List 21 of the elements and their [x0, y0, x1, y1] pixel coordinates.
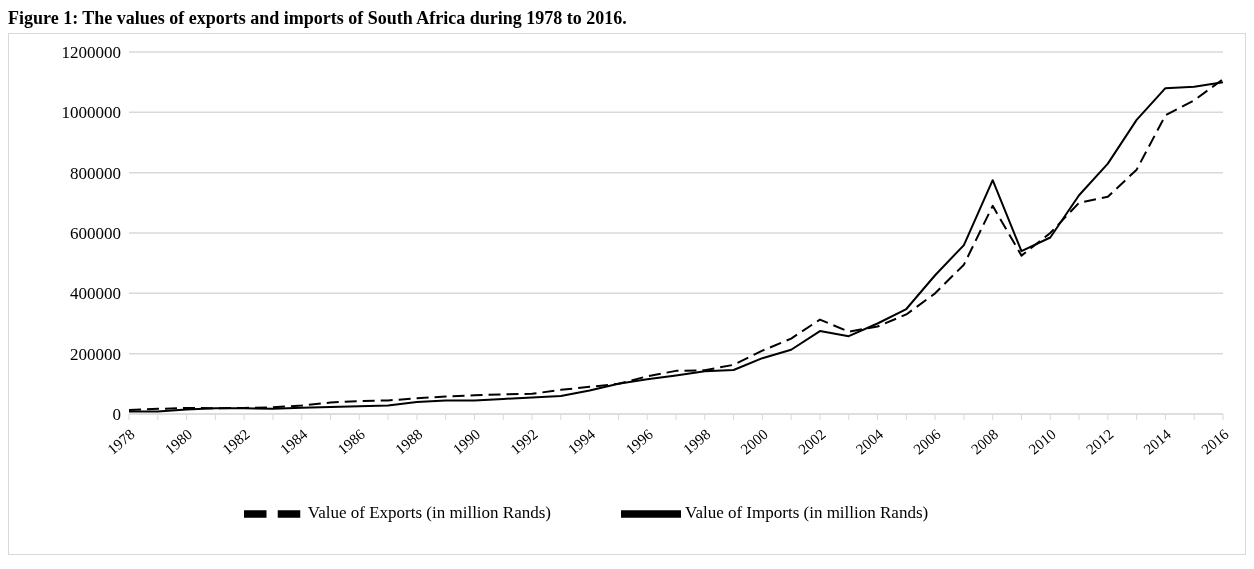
- x-tick-label: 1982: [219, 426, 253, 458]
- x-tick-label: 2012: [1083, 426, 1117, 458]
- y-tick-label: 600000: [70, 224, 121, 244]
- y-tick-label: 200000: [70, 344, 121, 364]
- x-tick-label: 1980: [161, 426, 196, 458]
- x-tick-label: 2002: [795, 426, 829, 458]
- x-tick-label: 1990: [449, 426, 484, 458]
- x-tick-label: 2010: [1025, 426, 1059, 458]
- y-tick-label: 400000: [70, 284, 121, 304]
- x-tick-label: 1992: [507, 426, 541, 458]
- y-tick-label: 1200000: [61, 43, 121, 63]
- y-tick-label: 800000: [70, 163, 121, 183]
- x-tick-label: 1996: [622, 425, 657, 458]
- legend-label: Value of Imports (in million Rands): [685, 502, 929, 522]
- x-tick-label: 2000: [737, 426, 771, 458]
- chart-title: Figure 1: The values of exports and imports of South Africa during 1978 to 2016.: [8, 8, 628, 29]
- y-tick-label: 1000000: [61, 103, 121, 123]
- legend-label: Value of Exports (in million Rands): [307, 502, 551, 522]
- x-tick-label: 1986: [334, 425, 369, 458]
- x-tick-label: 2008: [968, 426, 1002, 458]
- y-tick-label: 0: [112, 405, 121, 425]
